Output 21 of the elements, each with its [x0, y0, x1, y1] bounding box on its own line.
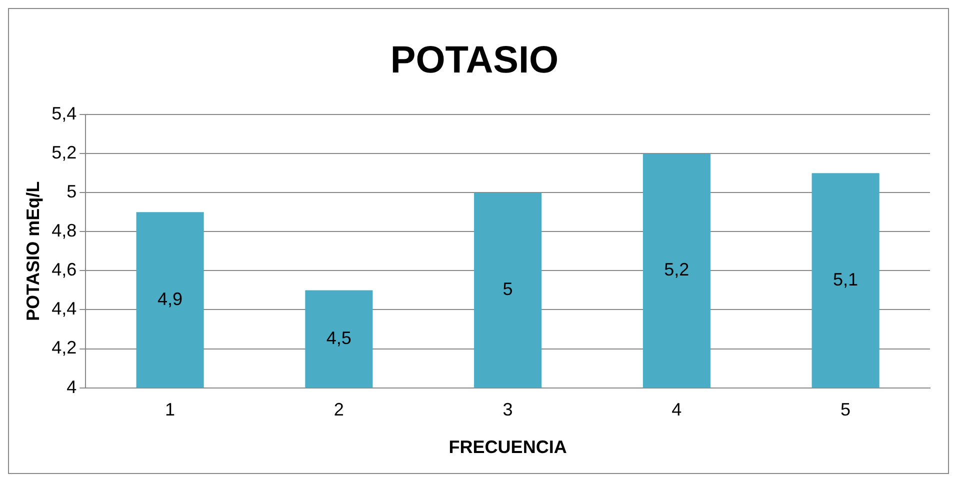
y-tick-label: 4,4: [52, 298, 77, 319]
y-tick-label: 4: [66, 376, 77, 397]
x-tick-label: 4: [672, 400, 682, 420]
y-tick-label: 5,4: [52, 104, 77, 124]
x-tick-label: 3: [502, 400, 513, 420]
data-label: 5: [502, 279, 513, 300]
x-tick-label: 1: [165, 400, 176, 420]
y-tick-label: 4,6: [52, 260, 77, 280]
data-label: 4,9: [158, 288, 183, 309]
y-tick-label: 4,8: [52, 220, 77, 241]
y-tick-label: 5: [66, 182, 77, 202]
data-label: 4,5: [326, 328, 352, 348]
data-label: 5,1: [833, 269, 858, 290]
x-axis-title: FRECUENCIA: [448, 437, 567, 458]
x-tick-label: 5: [840, 400, 851, 420]
x-tick-label: 2: [334, 400, 344, 420]
y-tick-label: 5,2: [52, 142, 77, 163]
y-tick-label: 4,2: [52, 338, 77, 358]
y-axis-title: POTASIO mEq/L: [22, 181, 43, 322]
data-label: 5,2: [664, 260, 690, 280]
chart-title: POTASIO: [390, 39, 559, 82]
